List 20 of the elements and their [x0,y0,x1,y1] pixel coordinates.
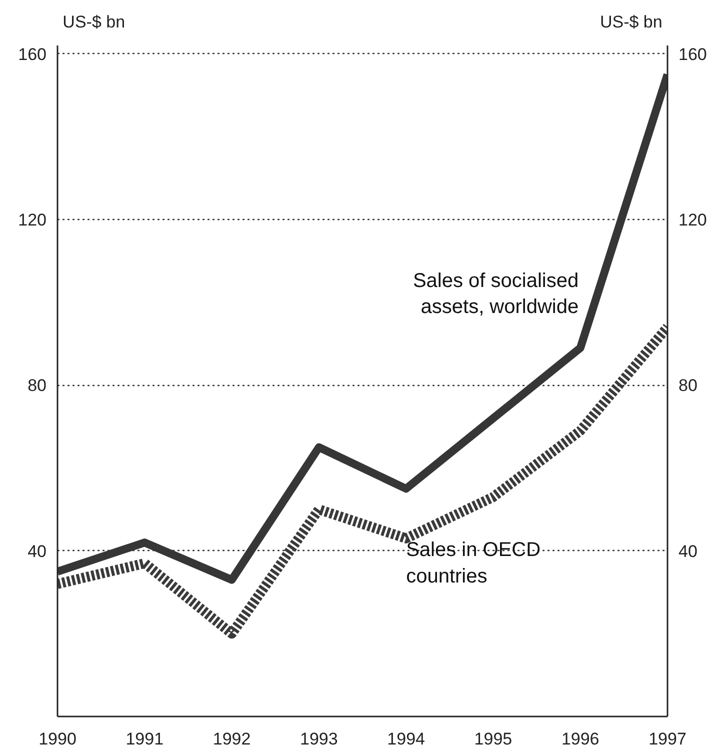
y2-tick-label: 160 [678,44,707,64]
x-tick-label: 1997 [648,730,686,748]
series-label: Sales of socialised assets, worldwide [412,270,579,318]
y-tick-label: 40 [28,542,47,561]
x-tick-label: 1995 [474,730,512,748]
y-tick-label: 160 [18,44,47,64]
series-label: Sales in OECD countries [406,539,541,588]
y2-tick-label: 120 [678,210,707,230]
y2-tick-label: 40 [678,542,698,561]
x-tick-label: 1993 [300,730,338,748]
x-tick-label: 1994 [387,730,425,748]
y-axis-title: US-$ bn [62,12,126,32]
x-tick-label: 1996 [561,730,600,748]
y-tick-label: 80 [28,376,47,396]
x-tick-label: 1990 [38,730,76,748]
y2-axis-title: US-$ bn [600,12,662,32]
y2-tick-label: 80 [678,376,698,396]
x-tick-label: 1991 [126,730,164,748]
x-tick-label: 1992 [212,730,251,748]
y-tick-label: 120 [18,210,47,230]
